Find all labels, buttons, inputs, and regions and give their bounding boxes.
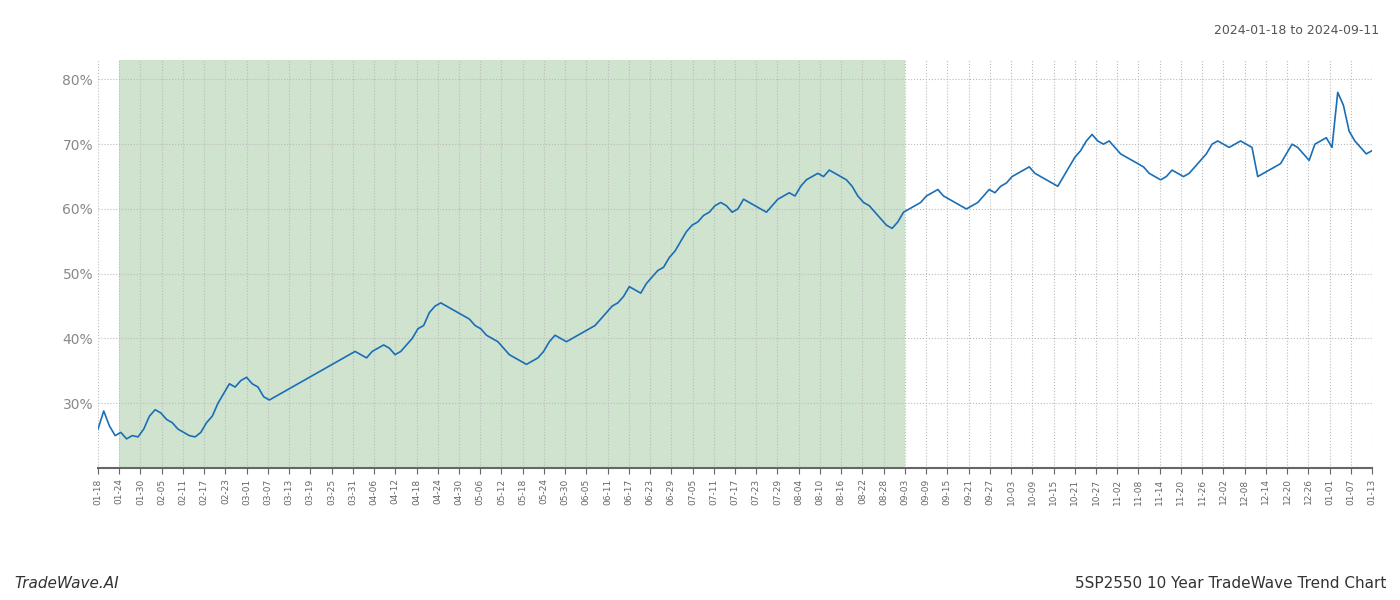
Text: 5SP2550 10 Year TradeWave Trend Chart: 5SP2550 10 Year TradeWave Trend Chart [1075,576,1386,591]
Text: 2024-01-18 to 2024-09-11: 2024-01-18 to 2024-09-11 [1214,24,1379,37]
Bar [119,60,904,468]
Text: TradeWave.AI: TradeWave.AI [14,576,119,591]
